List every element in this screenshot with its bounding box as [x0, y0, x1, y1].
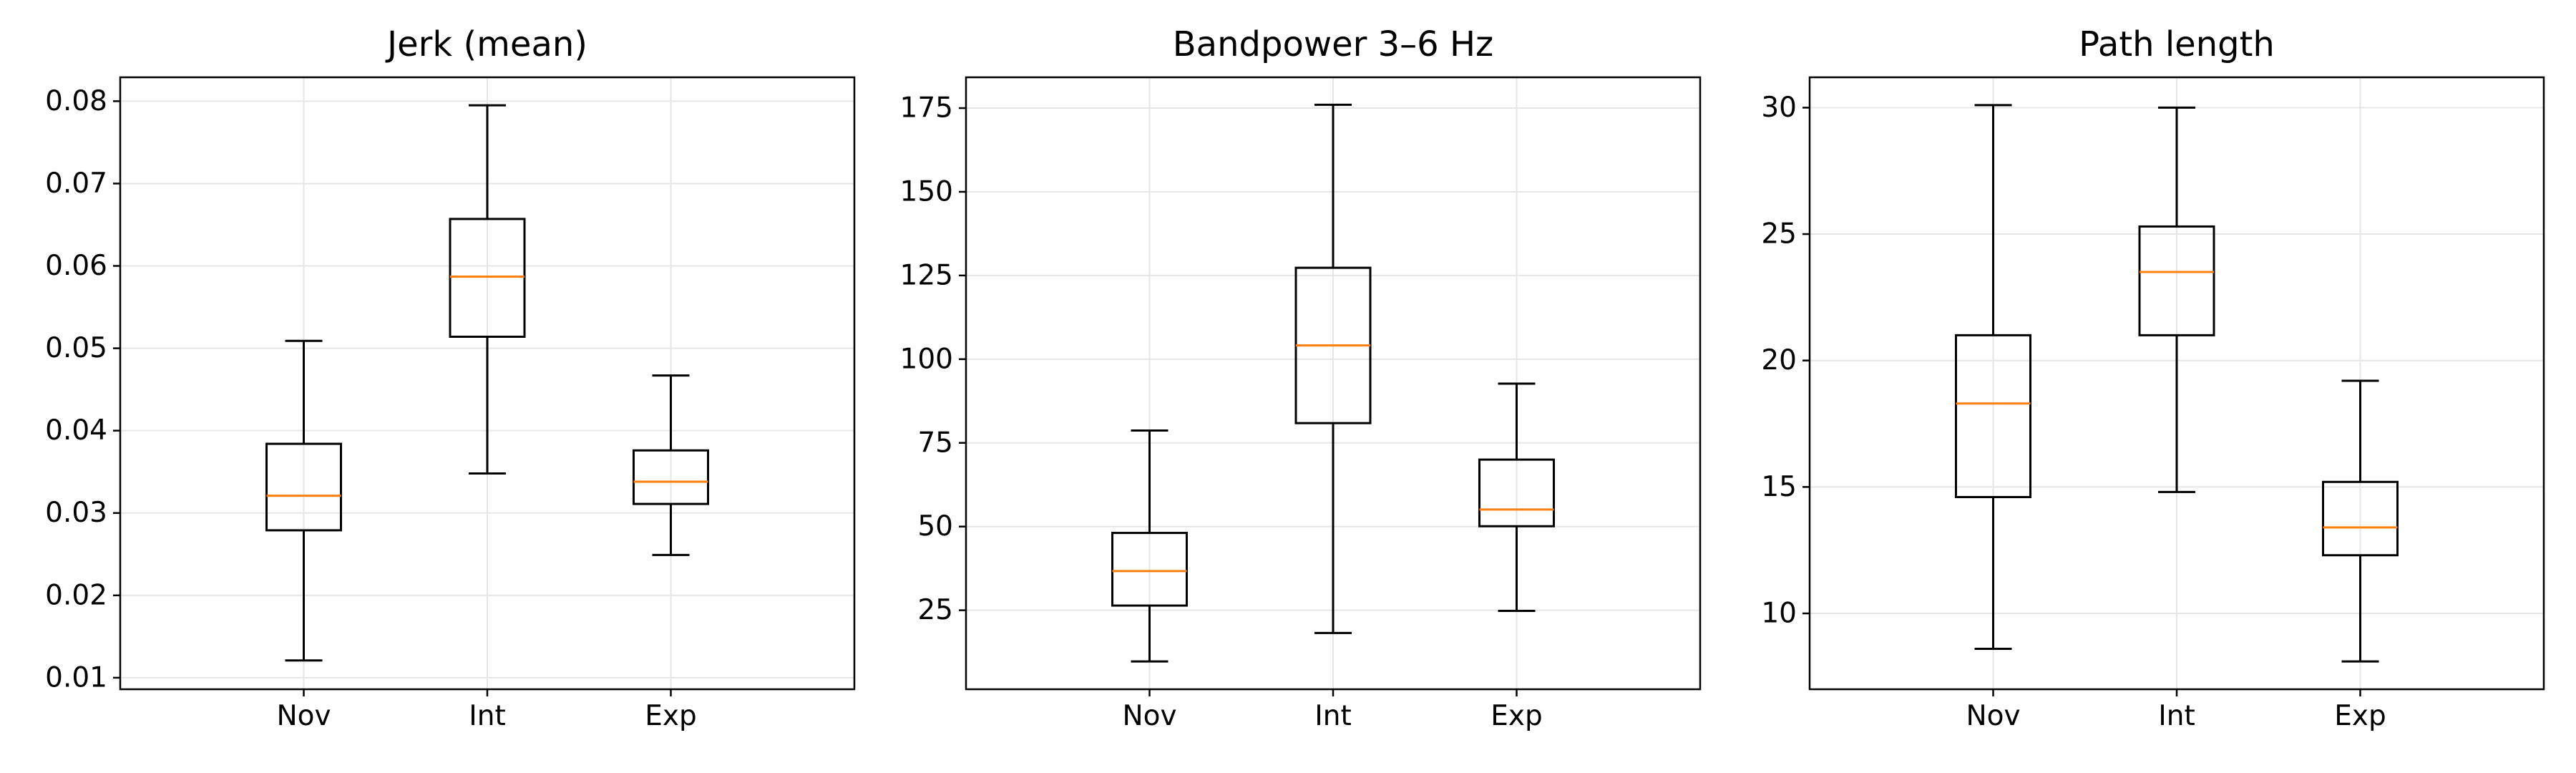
y-tick-label: 50	[917, 510, 953, 543]
y-tick-label: 0.04	[45, 414, 107, 447]
y-tick-label: 25	[917, 594, 953, 626]
box-int	[1294, 103, 1372, 634]
box-exp	[2322, 379, 2399, 663]
chart-title: Bandpower 3–6 Hz	[1173, 24, 1493, 64]
y-tick-label: 0.06	[45, 250, 107, 282]
y-tick-label: 0.01	[45, 661, 107, 694]
box-iqr	[449, 218, 526, 338]
box-iqr	[2138, 225, 2215, 336]
x-tick-label: Exp	[2334, 700, 2386, 732]
y-tick-label: 0.02	[45, 579, 107, 611]
chart-title: Jerk (mean)	[385, 24, 587, 64]
x-tick-label: Exp	[645, 700, 696, 732]
y-tick-label: 100	[900, 343, 953, 375]
y-tick-label: 150	[900, 175, 953, 208]
box-exp	[633, 374, 709, 556]
y-tick-label: 0.08	[45, 85, 107, 117]
box-exp	[1478, 382, 1555, 613]
box-int	[2138, 106, 2215, 493]
box-nov	[265, 339, 342, 662]
y-tick-label: 25	[1761, 218, 1797, 251]
box-iqr	[2322, 480, 2399, 557]
box-iqr	[265, 442, 342, 532]
x-tick-label: Nov	[1122, 700, 1176, 732]
x-tick-label: Int	[1314, 700, 1352, 732]
chart-panel-3: 10 15 20 25 30 Nov Int Exp Path length	[1761, 24, 2545, 732]
box-nov	[1111, 429, 1188, 663]
y-tick-label: 0.05	[45, 332, 107, 364]
y-tick-label: 30	[1761, 92, 1797, 124]
y-tick-label: 75	[917, 427, 953, 459]
y-tick-label: 0.07	[45, 167, 107, 200]
y-tick-label: 175	[900, 92, 953, 125]
box-iqr	[1955, 334, 2031, 498]
box-nov	[1955, 104, 2031, 650]
x-tick-label: Exp	[1491, 700, 1542, 732]
y-tick-label: 125	[900, 259, 953, 291]
box-iqr	[1111, 532, 1188, 607]
y-tick-label: 0.03	[45, 497, 107, 529]
chart-panel-1: 0.01 0.02 0.03 0.04 0.05 0.06 0.07 0.08 Nov Int Ex…	[45, 24, 856, 732]
y-tick-label: 20	[1761, 344, 1797, 376]
x-tick-label: Int	[469, 700, 506, 732]
y-tick-label: 15	[1761, 471, 1797, 503]
x-tick-label: Nov	[1966, 700, 2020, 732]
y-tick-label: 10	[1761, 598, 1797, 630]
chart-panel-2: 25 50 75 100 125 150 175 Nov Int Exp Bandpower 3–6…	[900, 24, 1702, 732]
x-tick-label: Nov	[276, 700, 331, 732]
box-int	[449, 104, 526, 475]
box-iqr	[1478, 458, 1555, 528]
box-iqr	[633, 449, 709, 505]
x-tick-label: Int	[2158, 700, 2195, 732]
chart-title: Path length	[2079, 24, 2275, 64]
